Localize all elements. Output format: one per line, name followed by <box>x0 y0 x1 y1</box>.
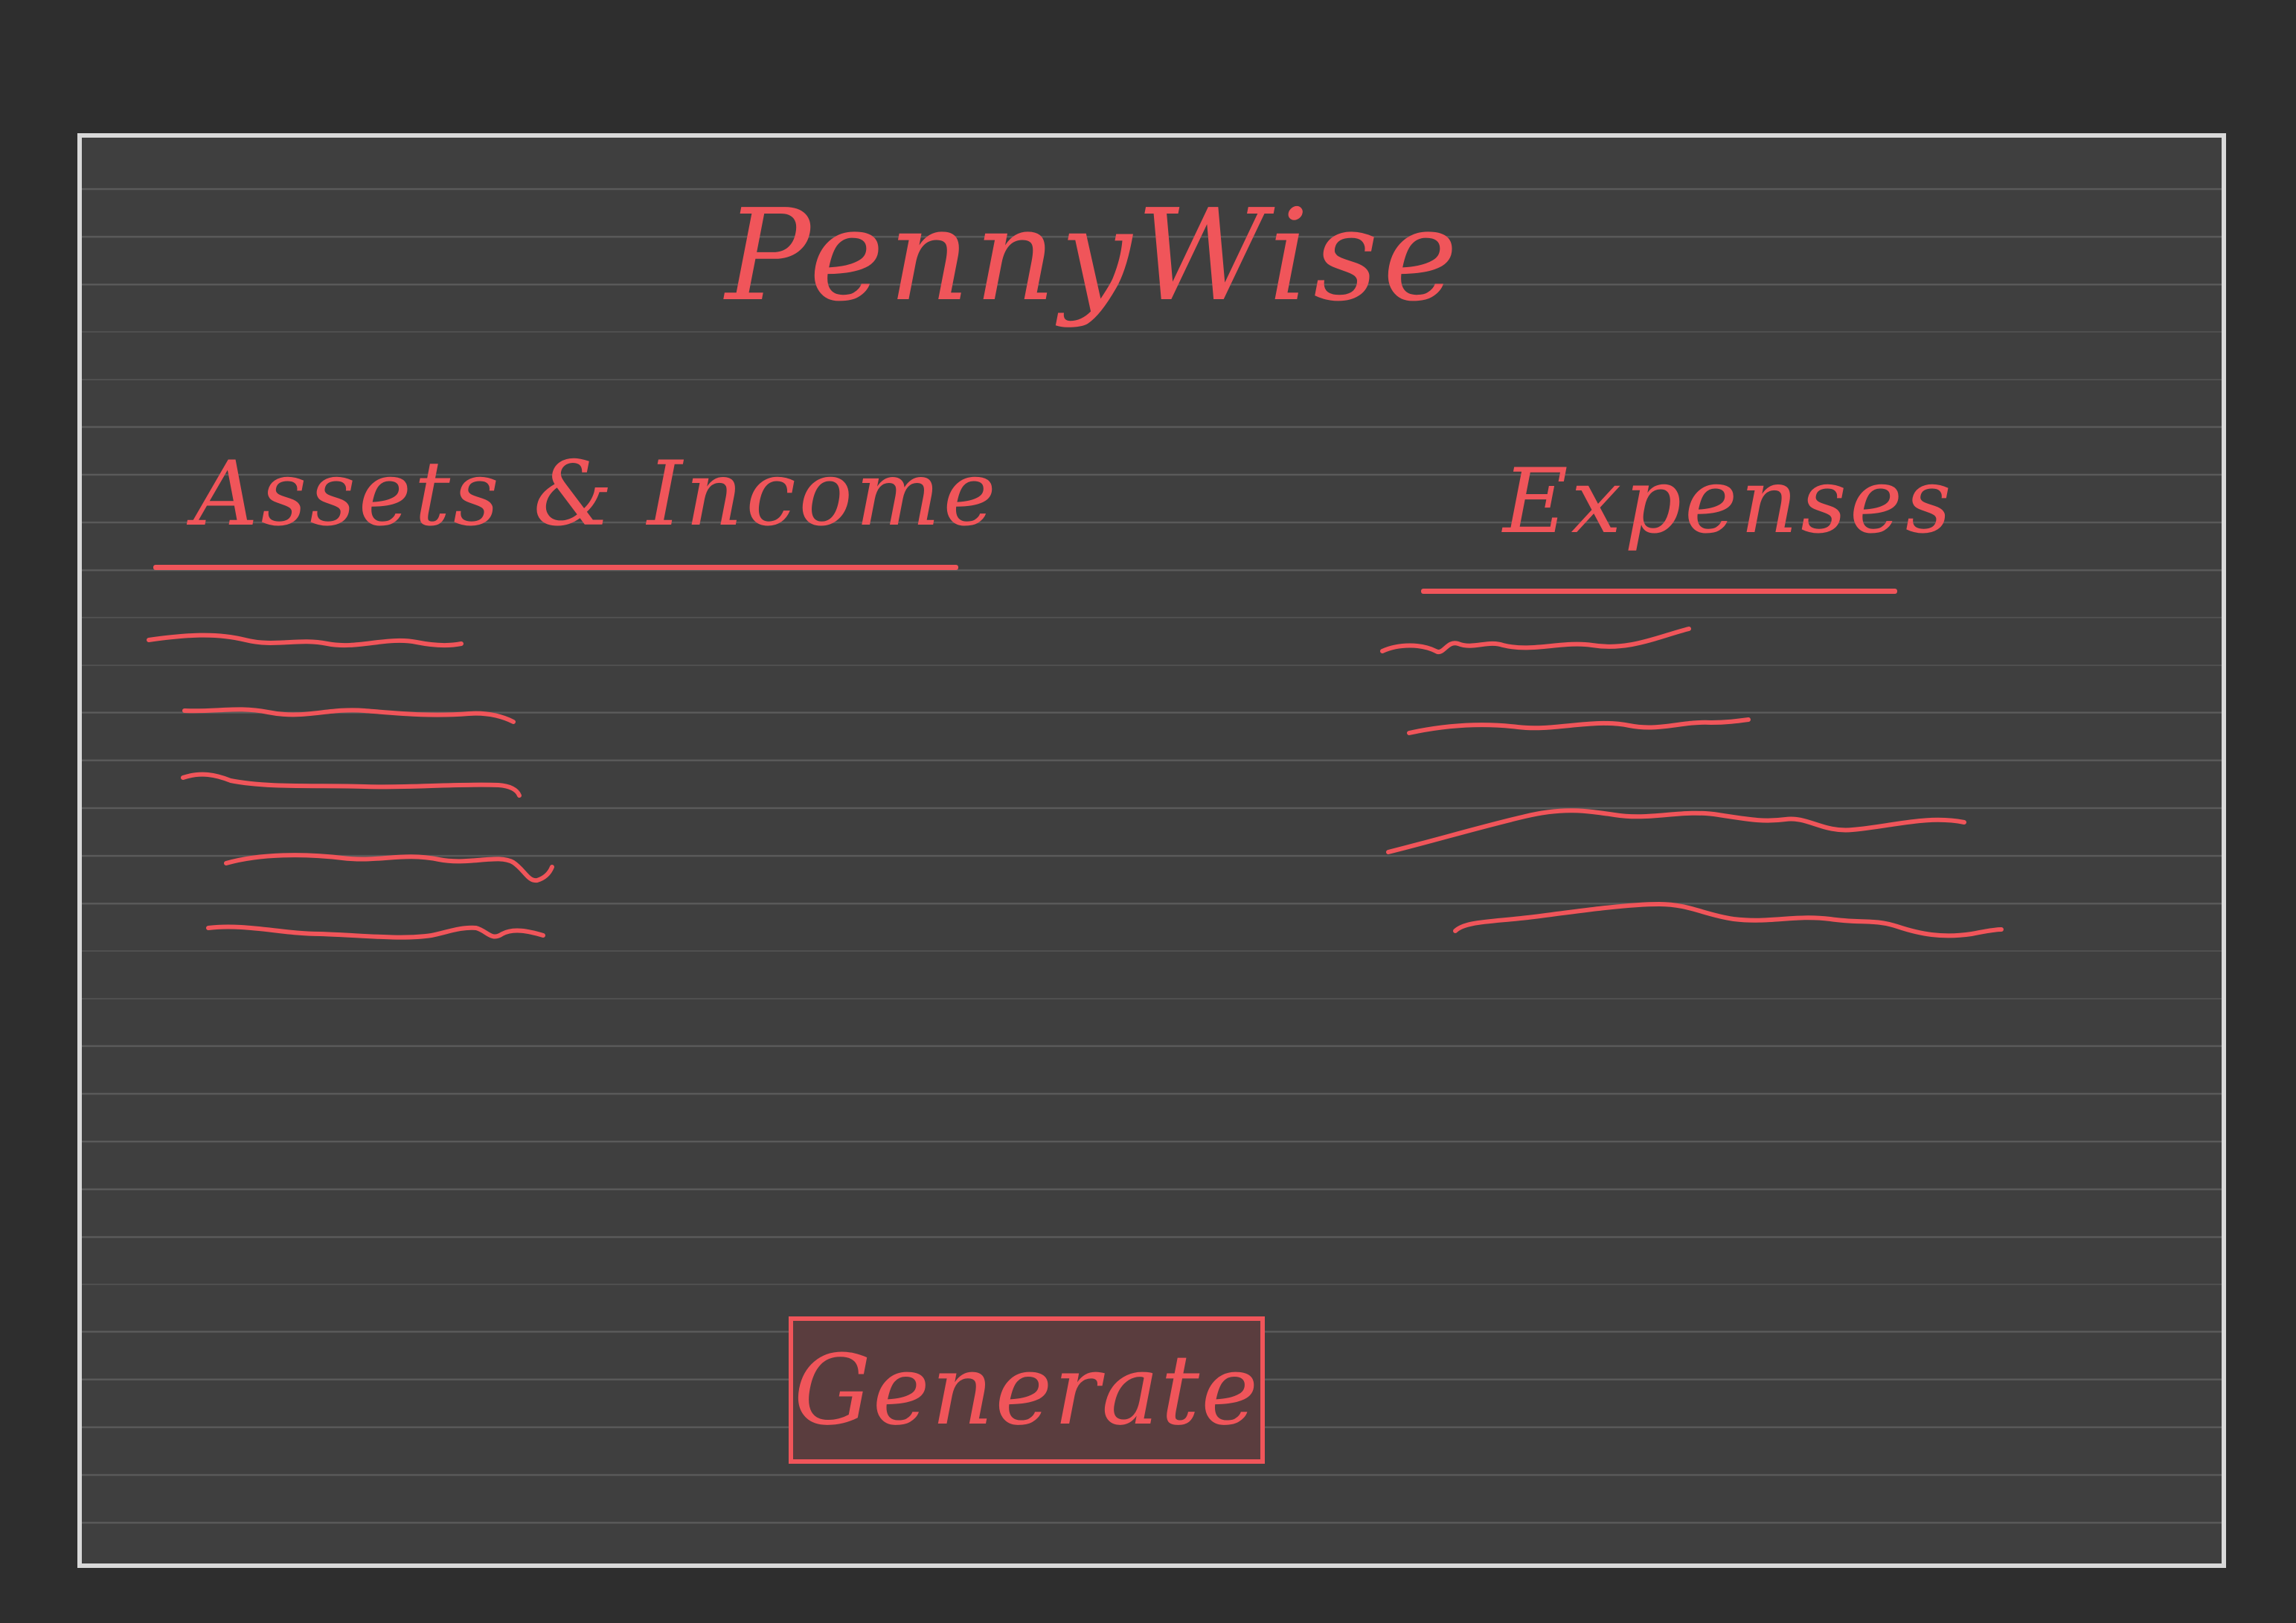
assets-item-placeholder[interactable] <box>206 924 545 940</box>
assets-item-placeholder[interactable] <box>182 707 516 724</box>
expenses-item-placeholder[interactable] <box>1453 902 2004 938</box>
page-title: PennyWise <box>725 182 1463 330</box>
assets-income-heading-underline <box>153 565 958 570</box>
assets-item-placeholder[interactable] <box>147 633 464 648</box>
expenses-item-placeholder[interactable] <box>1386 808 1966 854</box>
assets-item-placeholder[interactable] <box>224 853 554 883</box>
expenses-item-placeholder[interactable] <box>1380 627 1691 654</box>
expenses-heading-underline <box>1421 589 1897 594</box>
assets-income-heading: Assets & Income <box>193 443 999 546</box>
generate-button[interactable]: Generate <box>789 1316 1265 1464</box>
expenses-item-placeholder[interactable] <box>1407 717 1751 735</box>
expenses-heading: Expenses <box>1503 450 1955 554</box>
sketch-sheet: PennyWise Assets & Income Expenses Gener… <box>77 133 2226 1568</box>
assets-item-placeholder[interactable] <box>181 772 522 798</box>
